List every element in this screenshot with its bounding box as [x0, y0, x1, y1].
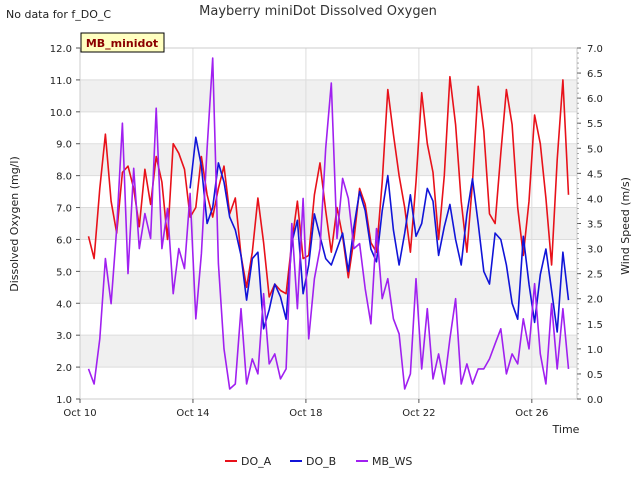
series-line-DO_B	[189, 136, 570, 333]
y-right-tick-label: 1.5	[587, 320, 603, 331]
y-left-tick-label: 1.0	[56, 395, 72, 406]
legend: DO_A DO_B MB_WS	[225, 455, 412, 468]
y-right-tick-label: 7.0	[587, 44, 603, 55]
series-layer	[87, 57, 570, 390]
y-right-tick-label: 2.0	[587, 295, 603, 306]
series-line-MB_WS	[87, 57, 570, 390]
y-left-tick-label: 8.0	[56, 172, 72, 183]
x-tick-label: Oct 10	[63, 408, 96, 419]
y-right-tick-label: 0.0	[587, 395, 603, 406]
y-left-tick-label: 12.0	[50, 44, 72, 55]
x-axis-label: Time	[552, 423, 580, 436]
site-badge-box	[80, 32, 165, 53]
y-right-tick-label: 0.5	[587, 370, 603, 381]
axes: 1.0 2.0 3.0 4.0 5.0 6.0 7.0 8.0 9.0 10.0 11.0 12.0 0…	[50, 44, 603, 419]
y-right-tick-label: 5.5	[587, 119, 603, 130]
y-right-tick-label: 3.0	[587, 245, 603, 256]
y-left-tick-label: 7.0	[56, 204, 72, 215]
y-left-tick-label: 4.0	[56, 299, 72, 310]
y-right-tick-label: 4.0	[587, 194, 603, 205]
plot-band	[80, 335, 577, 368]
y-left-tick-label: 9.0	[56, 140, 72, 151]
plot-band	[80, 271, 577, 304]
y-right-tick-label: 5.0	[587, 144, 603, 155]
x-tick-label: Oct 22	[402, 408, 435, 419]
y-right-tick-label: 1.0	[587, 345, 603, 356]
y-left-tick-label: 5.0	[56, 267, 72, 278]
legend-label-DO_A: DO_A	[241, 455, 272, 468]
legend-label-MB_WS: MB_WS	[372, 455, 412, 468]
y-left-tick-label: 11.0	[50, 76, 72, 87]
y-left-tick-label: 2.0	[56, 363, 72, 374]
y-left-tick-label: 10.0	[50, 108, 72, 119]
y-right-tick-label: 3.5	[587, 220, 603, 231]
x-tick-label: Oct 18	[289, 408, 322, 419]
legend-label-DO_B: DO_B	[306, 455, 336, 468]
x-tick-label: Oct 26	[515, 408, 548, 419]
y-right-tick-label: 6.0	[587, 94, 603, 105]
y-left-tick-label: 3.0	[56, 331, 72, 342]
y-left-tick-label: 6.0	[56, 235, 72, 246]
x-tick-label: Oct 14	[176, 408, 209, 419]
chart-title: Mayberry miniDot Dissolved Oxygen	[199, 4, 437, 19]
y-axis-label-right: Wind Speed (m/s)	[619, 177, 632, 275]
site-badge: MB_minidot	[80, 32, 165, 53]
y-axis-label-left: Dissolved Oxygen (mg/l)	[8, 156, 21, 291]
no-data-notice: No data for f_DO_C	[6, 8, 111, 21]
site-badge-label: MB_minidot	[86, 37, 158, 50]
y-right-tick-label: 2.5	[587, 270, 603, 281]
y-right-tick-label: 4.5	[587, 169, 603, 180]
plot-band	[80, 143, 577, 176]
y-right-tick-label: 6.5	[587, 69, 603, 80]
